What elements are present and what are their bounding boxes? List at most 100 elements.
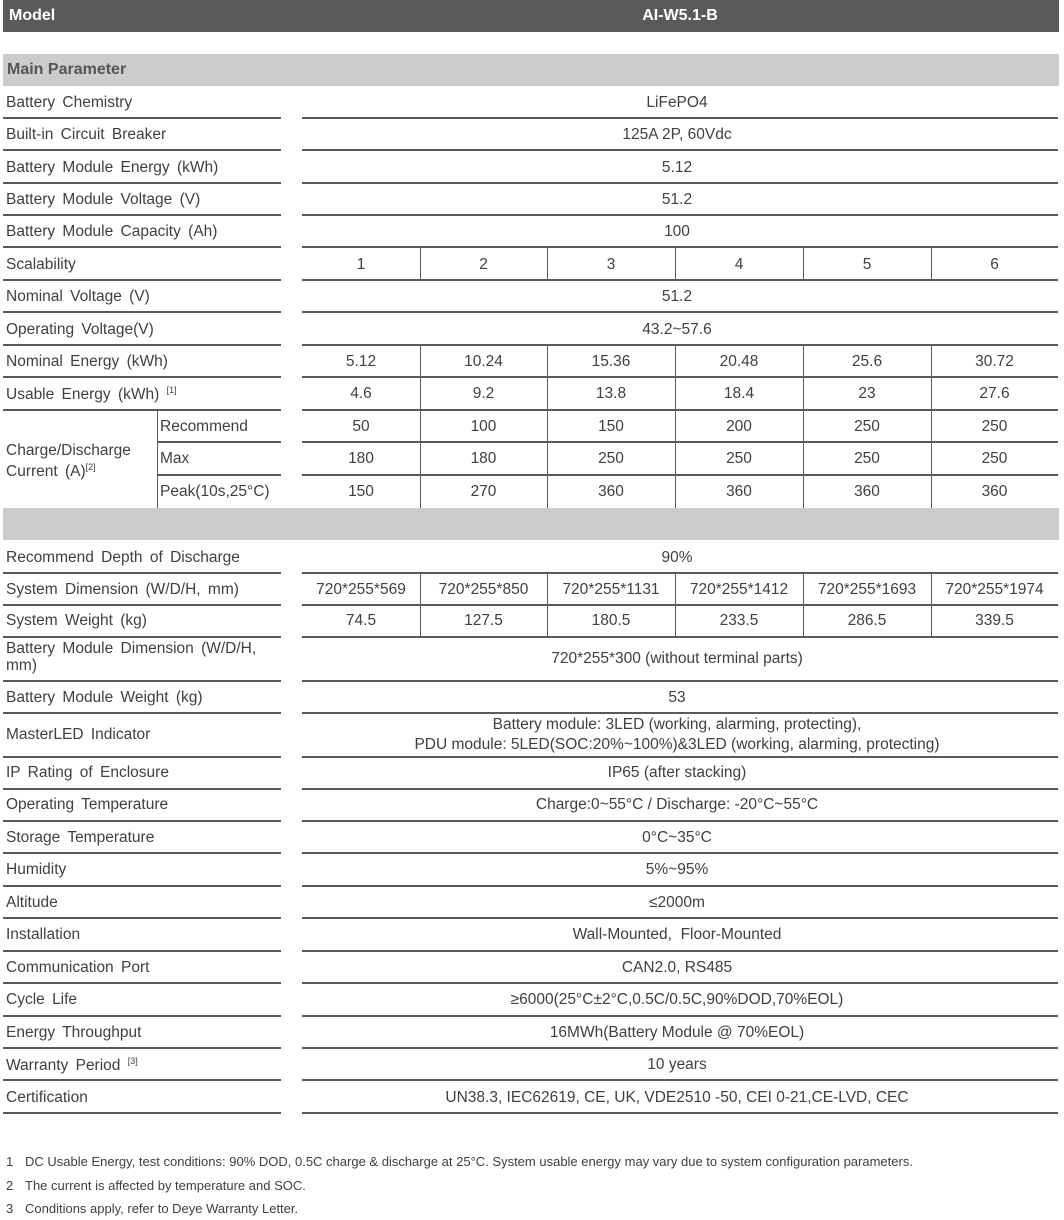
current-value: 250 <box>854 450 880 467</box>
row-divider <box>302 214 1058 216</box>
spec-row-communication-port: Communication Port CAN2.0, RS485 <box>0 951 1064 983</box>
row-divider <box>3 917 281 919</box>
system-dimension-value: 720*255*1693 <box>817 581 917 598</box>
system-weight-value: 180.5 <box>591 612 631 629</box>
row-divider <box>3 982 281 984</box>
column-divider <box>420 345 421 508</box>
row-divider <box>3 279 281 281</box>
spec-row-module-dimension: Battery Module Dimension (W/D/H, mm) 720… <box>0 637 1064 681</box>
row-divider <box>3 182 281 184</box>
spec-row-module-weight: Battery Module Weight (kg) 53 <box>0 681 1064 713</box>
current-value: 360 <box>726 483 752 500</box>
column-divider <box>931 573 932 637</box>
row-divider <box>3 712 281 714</box>
column-divider <box>157 410 158 508</box>
current-value: 270 <box>470 483 497 500</box>
row-value: CAN2.0, RS485 <box>621 959 733 976</box>
row-divider <box>3 1047 281 1049</box>
row-divider <box>302 712 1058 714</box>
footnote-marker: [2] <box>85 462 96 472</box>
system-weight-value: 127.5 <box>464 612 503 629</box>
row-divider <box>3 680 281 682</box>
nominal-energy-value: 5.12 <box>345 353 377 370</box>
row-divider <box>3 376 281 378</box>
column-divider <box>675 345 676 508</box>
row-label: Altitude <box>6 894 58 911</box>
column-divider <box>931 248 932 280</box>
row-divider <box>3 409 281 411</box>
row-label: Scalability <box>6 256 76 273</box>
spec-row-storage-temperature: Storage Temperature 0°C~35°C <box>0 821 1064 853</box>
row-label: System Weight (kg) <box>6 612 147 629</box>
current-value: 180 <box>348 450 374 467</box>
footnote-number: 3 <box>6 1201 14 1216</box>
system-dimension-value: 720*255*569 <box>316 581 406 598</box>
row-divider <box>3 636 281 638</box>
footnote-marker: [1] <box>166 385 177 395</box>
row-divider <box>302 756 1058 758</box>
current-value: 360 <box>981 483 1008 500</box>
row-label: Recommend Depth of Discharge <box>6 549 240 566</box>
row-divider <box>302 982 1058 984</box>
row-label: Installation <box>6 926 81 943</box>
section-title: Main Parameter <box>7 61 127 78</box>
scalability-value: 2 <box>479 256 488 273</box>
row-label: Battery Module Voltage (V) <box>6 191 201 208</box>
row-label: System Dimension (W/D/H, mm) <box>6 581 239 598</box>
footnote-text: The current is affected by temperature a… <box>25 1177 306 1193</box>
row-value: Wall-Mounted, Floor-Mounted <box>572 926 782 943</box>
scalability-value: 3 <box>606 256 616 273</box>
current-value: 250 <box>981 418 1008 435</box>
row-divider <box>3 344 281 346</box>
usable-energy-value: 9.2 <box>472 385 495 402</box>
row-label: Nominal Voltage (V) <box>6 288 150 305</box>
row-divider <box>302 376 1058 378</box>
row-label: Battery Module Dimension (W/D/H, mm) <box>6 640 257 674</box>
row-label: MasterLED Indicator <box>6 726 151 743</box>
footnote-text: Conditions apply, refer to Deye Warranty… <box>25 1201 299 1216</box>
row-label: Battery Chemistry <box>6 94 133 111</box>
row-divider <box>302 344 1058 346</box>
row-label: Battery Module Weight (kg) <box>6 689 203 706</box>
row-value: 125A 2P, 60Vdc <box>622 126 732 143</box>
model-label: Model <box>9 7 56 24</box>
row-divider <box>302 917 1058 919</box>
row-value: IP65 (after stacking) <box>607 764 747 781</box>
row-label: Built-in Circuit Breaker <box>6 126 167 143</box>
spec-row-module-energy: Battery Module Energy (kWh) 5.12 <box>0 151 1064 183</box>
spec-row-warranty-period: Warranty Period [3] 10 years <box>0 1048 1064 1080</box>
current-value: 100 <box>470 418 497 435</box>
row-label: Nominal Energy (kWh) <box>6 353 168 370</box>
current-sub-label-max: Max <box>160 450 190 467</box>
column-divider <box>803 248 804 280</box>
row-label: Operating Temperature <box>6 796 169 813</box>
spec-row-nominal-voltage: Nominal Voltage (V) 51.2 <box>0 280 1064 312</box>
row-label: Battery Module Capacity (Ah) <box>6 223 218 240</box>
system-dimension-value: 720*255*1131 <box>562 581 660 598</box>
row-value: 0°C~35°C <box>642 829 712 846</box>
system-weight-value: 286.5 <box>847 612 887 629</box>
scalability-value: 6 <box>990 256 999 273</box>
column-divider <box>420 248 421 280</box>
row-label: Charge/Discharge Current (A)[2] <box>6 442 156 480</box>
spec-row-operating-voltage: Operating Voltage(V) 43.2~57.6 <box>0 313 1064 345</box>
row-divider <box>3 852 281 854</box>
column-divider <box>547 248 548 280</box>
footnote: 3 Conditions apply, refer to Deye Warrant… <box>6 1199 1056 1220</box>
row-divider <box>3 788 281 790</box>
scalability-value: 5 <box>862 256 872 273</box>
row-divider <box>302 246 1058 248</box>
row-divider <box>3 117 281 119</box>
row-divider <box>302 788 1058 790</box>
footnote-number: 1 <box>6 1154 14 1169</box>
row-value: Charge:0~55°C / Discharge: -20°C~55°C <box>535 796 819 813</box>
spec-row-system-weight: System Weight (kg) 74.5 127.5 180.5 233.… <box>0 605 1064 637</box>
footnotes: 1 DC Usable Energy, test conditions: 90% … <box>6 1152 1056 1220</box>
warranty-label: Warranty Period <box>6 1057 121 1075</box>
current-value: 250 <box>726 450 752 467</box>
current-value: 250 <box>854 418 880 435</box>
current-sub-label-peak: Peak(10s,25°C) <box>160 483 270 500</box>
column-divider <box>547 345 548 508</box>
footnote-number: 2 <box>6 1177 14 1193</box>
row-value: 10 years <box>647 1056 707 1073</box>
